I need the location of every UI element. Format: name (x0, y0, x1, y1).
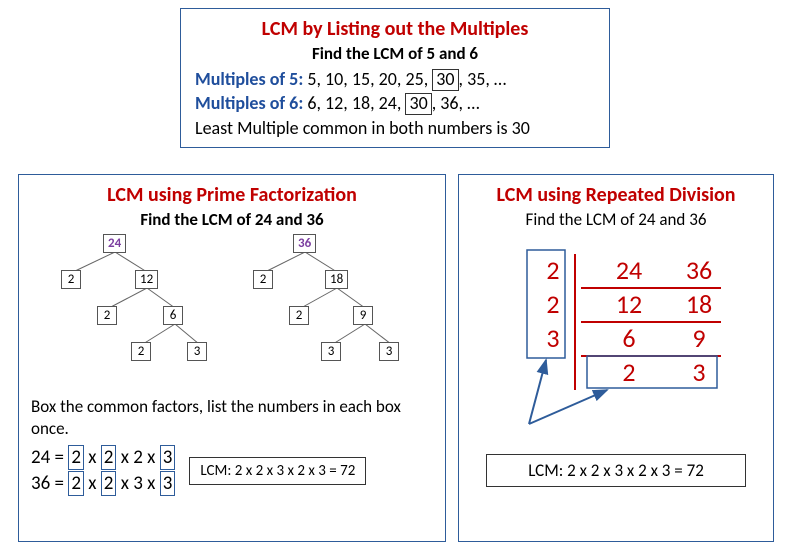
tree-node: 2 (97, 306, 117, 325)
quotient-cell: 6 (609, 322, 649, 354)
tree-node: 2 (253, 270, 273, 289)
tree-node: 6 (163, 306, 183, 325)
lcm-result-prime: LCM: 2 x 2 x 3 x 2 x 3 = 72 (189, 457, 366, 485)
tree-node: 2 (61, 270, 81, 289)
label-mult6: Multiples of 6: (195, 92, 303, 114)
tree-edges (31, 234, 441, 394)
tree-node: 3 (321, 342, 341, 361)
division-diagram: 223243612186923 (469, 246, 763, 446)
divisor-cell: 3 (539, 322, 567, 354)
title-prime: LCM using Prime Factorization (31, 183, 433, 207)
tree-node: 3 (187, 342, 207, 361)
tree-node: 24 (103, 234, 126, 253)
title-listing: LCM by Listing out the Multiples (195, 17, 595, 41)
box-instruction: Box the common factors, list the numbers… (31, 396, 433, 440)
tree-node: 3 (379, 342, 399, 361)
label-mult5: Multiples of 5: (195, 68, 303, 90)
subtitle-division: Find the LCM of 24 and 36 (469, 209, 763, 230)
tree-node: 12 (135, 270, 158, 289)
eq-36: 36 = 2 x 2 x 3 x 3 (31, 471, 175, 496)
tree-node: 9 (353, 306, 373, 325)
quotient-cell: 18 (679, 288, 719, 320)
panel-repeated-division: LCM using Repeated Division Find the LCM… (458, 174, 774, 542)
quotient-cell: 36 (679, 254, 719, 286)
factor-trees: 242122623362182933 (31, 234, 433, 394)
eq-24: 24 = 2 x 2 x 2 x 3 (31, 445, 175, 470)
panel-prime-factorization: LCM using Prime Factorization Find the L… (18, 174, 446, 542)
divisor-cell: 2 (539, 288, 567, 320)
divisor-cell: 2 (539, 254, 567, 286)
boxed-30-a: 30 (432, 69, 458, 91)
panel-listing-multiples: LCM by Listing out the Multiples Find th… (180, 8, 610, 148)
quotient-cell: 3 (679, 356, 719, 388)
subtitle-listing: Find the LCM of 5 and 6 (195, 43, 595, 64)
title-division: LCM using Repeated Division (469, 183, 763, 207)
boxed-30-b: 30 (405, 93, 431, 115)
quotient-cell: 12 (609, 288, 649, 320)
conclusion-listing: Least Multiple common in both numbers is… (195, 117, 595, 139)
quotient-cell: 2 (609, 356, 649, 388)
subtitle-prime: Find the LCM of 24 and 36 (31, 209, 433, 230)
quotient-cell: 9 (679, 322, 719, 354)
tree-node: 18 (325, 270, 348, 289)
multiples-of-5: Multiples of 5: 5, 10, 15, 20, 25, 30, 3… (195, 68, 595, 91)
lcm-result-division: LCM: 2 x 2 x 3 x 2 x 3 = 72 (486, 454, 746, 487)
quotient-cell: 24 (609, 254, 649, 286)
tree-node: 36 (293, 234, 316, 253)
multiples-of-6: Multiples of 6: 6, 12, 18, 24, 30, 36, … (195, 92, 595, 115)
tree-node: 2 (131, 342, 151, 361)
equations-row: 24 = 2 x 2 x 2 x 3 36 = 2 x 2 x 3 x 3 LC… (31, 444, 433, 497)
tree-node: 2 (289, 306, 309, 325)
